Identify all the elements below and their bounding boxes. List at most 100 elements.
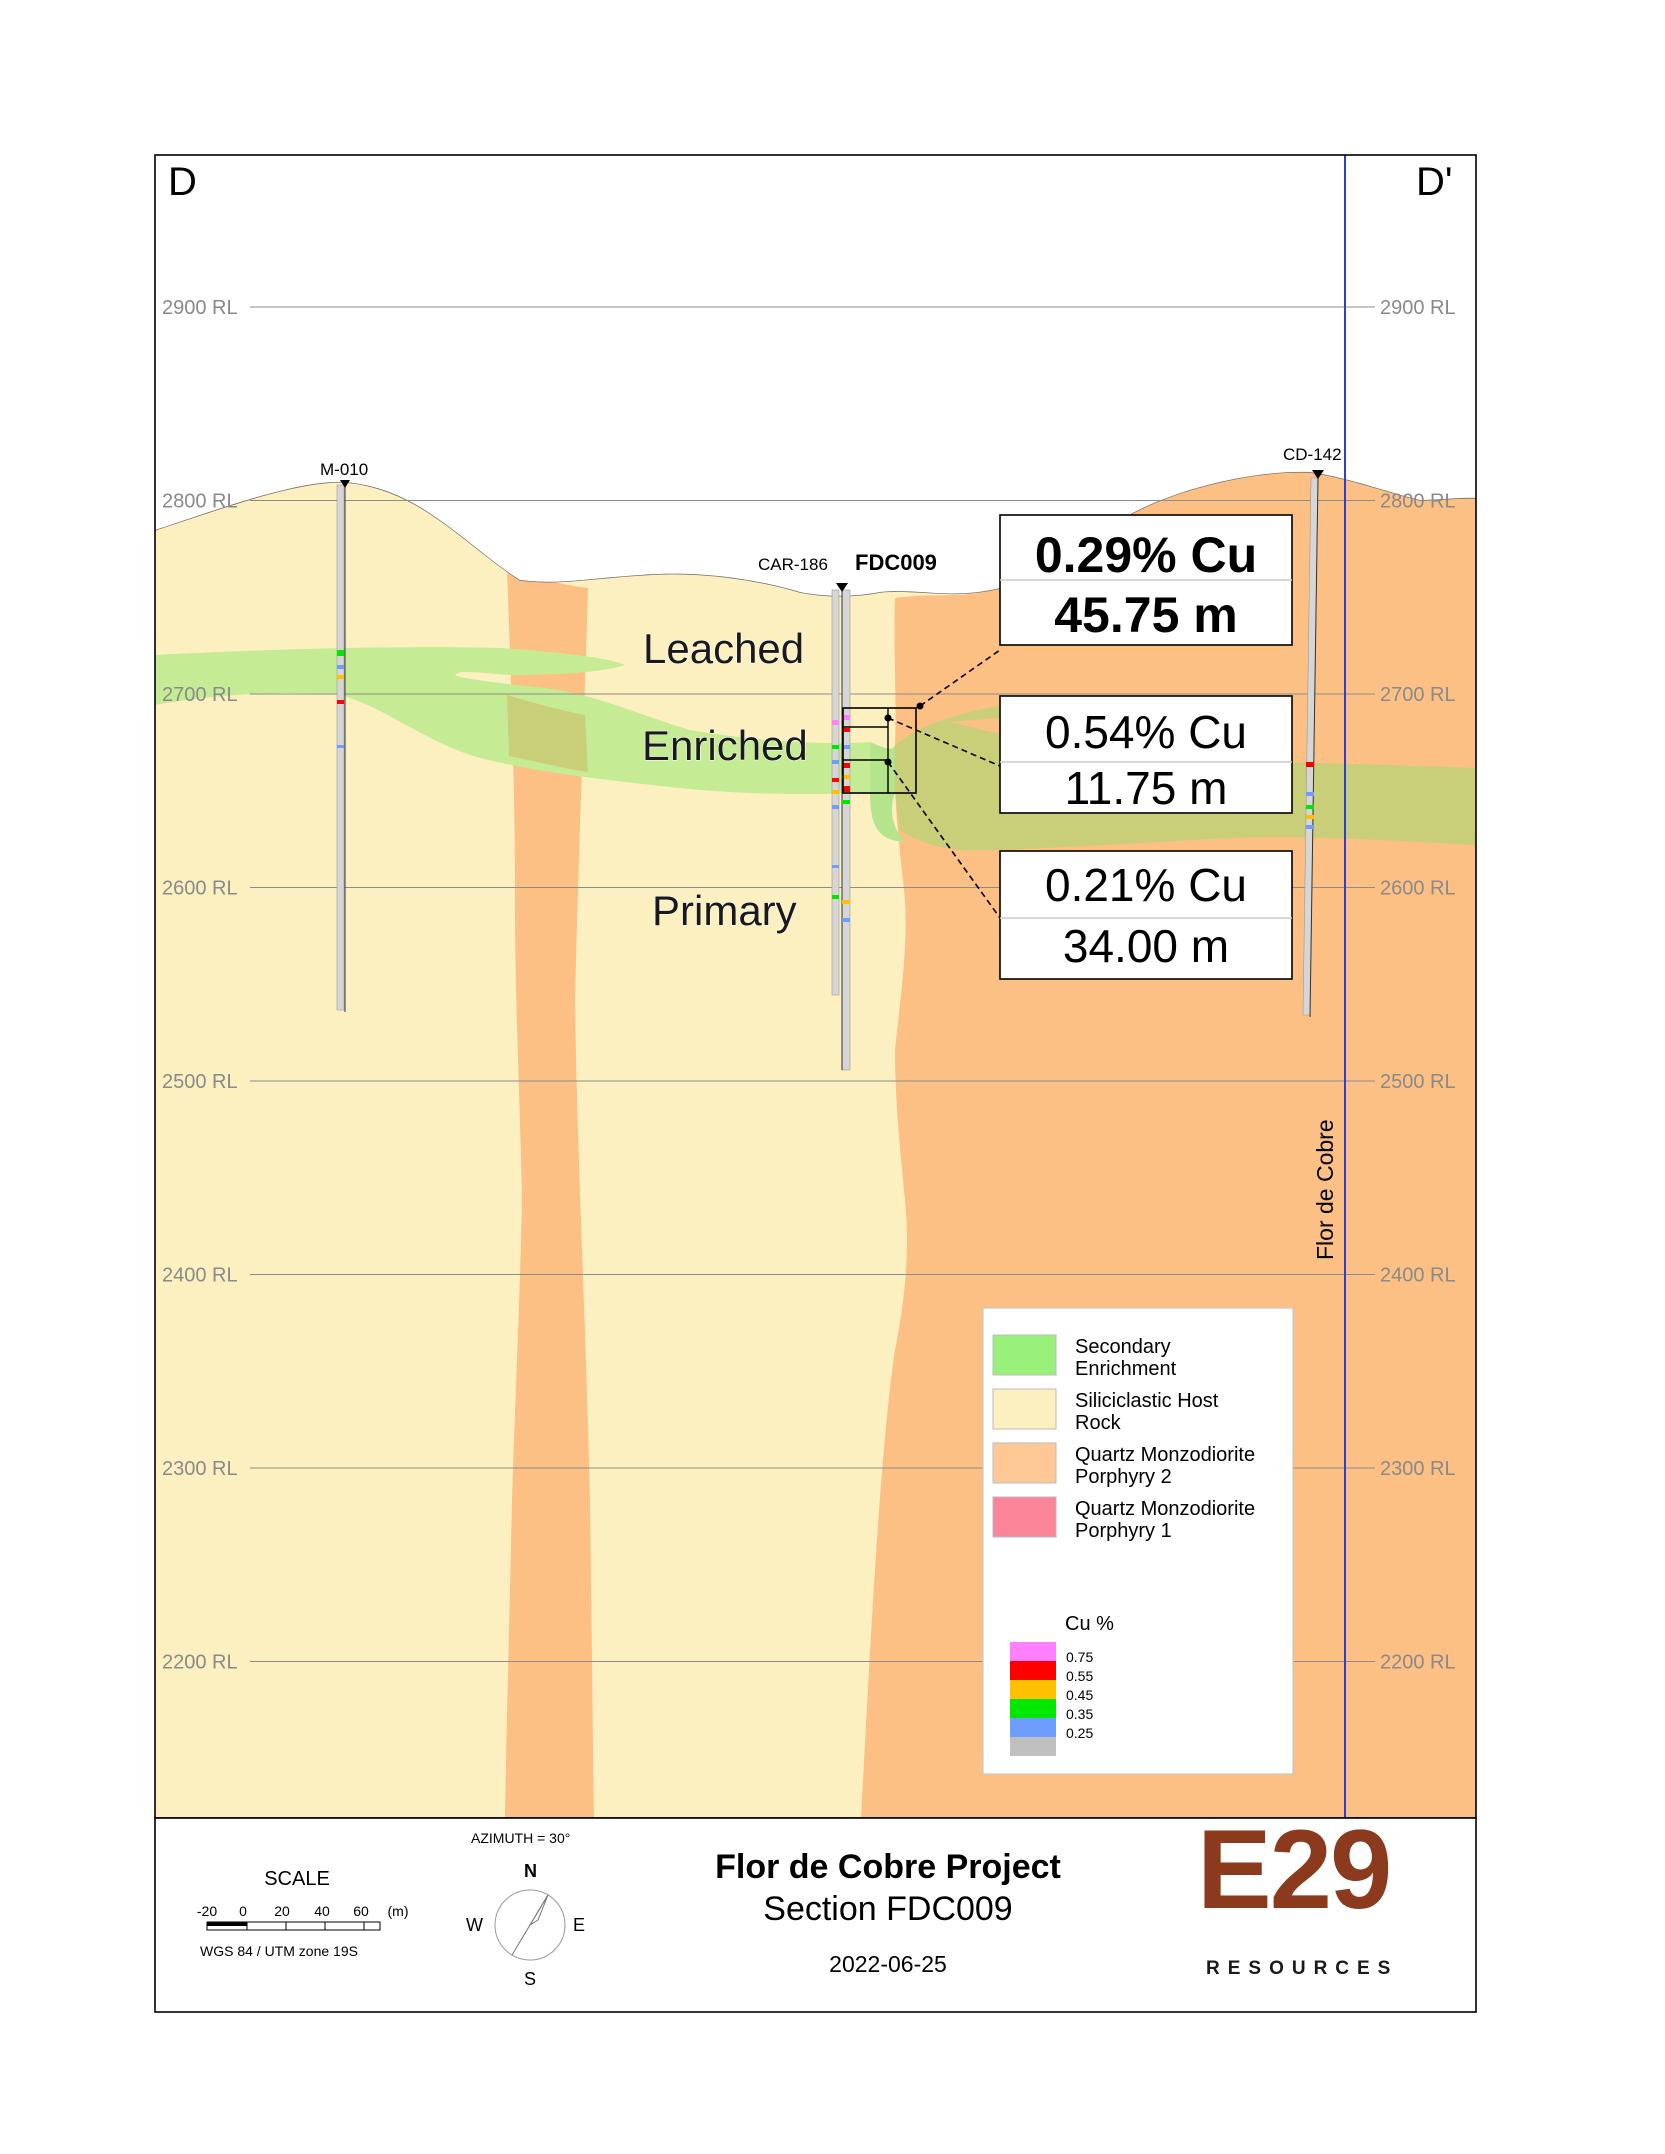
intercept-box-2[interactable]: 0.54% Cu 11.75 m: [999, 695, 1293, 814]
rl-label-left: 2600 RL: [162, 878, 238, 900]
section-label-left: D: [168, 160, 197, 204]
section-date: 2022-06-25: [829, 1951, 947, 1977]
projection-label: WGS 84 / UTM zone 19S: [200, 1943, 358, 1959]
cu-scale-value: 0.55: [1066, 1668, 1093, 1684]
intercept-box-1[interactable]: 0.29% Cu 45.75 m: [999, 514, 1293, 646]
leader-line: [919, 649, 1001, 707]
scale-title: SCALE: [264, 1868, 330, 1890]
compass-north: N: [524, 1861, 537, 1881]
legend-swatch: [992, 1442, 1057, 1484]
intercept-box-frame: [999, 695, 1293, 814]
cu-scale-swatch: [1010, 1680, 1056, 1699]
legend-label: Secondary: [1075, 1336, 1171, 1358]
cu-scale-value: 0.45: [1066, 1687, 1093, 1703]
intercept-length: 45.75 m: [1054, 587, 1237, 643]
azimuth-label: AZIMUTH = 30°: [471, 1830, 570, 1846]
legend-label: Quartz Monzodiorite: [1075, 1498, 1255, 1520]
logo-wordmark: E29: [1197, 1807, 1390, 1932]
cu-interval: [842, 800, 850, 804]
cu-scale-swatch: [1010, 1718, 1056, 1737]
cu-scale-value: 0.35: [1066, 1706, 1093, 1722]
scale-tick-label: 0: [239, 1903, 247, 1919]
zone-label-primary: Primary: [652, 887, 797, 934]
zone-label-leached: Leached: [643, 625, 804, 672]
cu-interval: [842, 775, 850, 779]
cu-interval: [1306, 792, 1314, 796]
rl-label-right: 2400 RL: [1380, 1265, 1456, 1287]
cu-interval: [832, 805, 839, 809]
rl-label-right: 2900 RL: [1380, 297, 1456, 319]
cu-interval: [842, 918, 850, 922]
drillhole-axis: [1309, 477, 1319, 1018]
rl-label-right: 2300 RL: [1380, 1458, 1456, 1480]
rl-grid: 2900 RL 2900 RL 2800 RL 2800 RL 2700 RL 2700 …: [162, 297, 1456, 1674]
cu-scale-swatch: [1010, 1642, 1056, 1661]
collar-marker-icon: [836, 583, 848, 592]
rl-label-left: 2900 RL: [162, 297, 238, 319]
logo-subtext: RESOURCES: [1206, 1958, 1398, 1979]
cu-interval: [842, 900, 850, 904]
cu-interval: [1306, 815, 1314, 819]
drillhole-car186[interactable]: CAR-186: [758, 555, 840, 996]
cu-scale-swatch: [1010, 1699, 1056, 1718]
cu-interval: [842, 715, 850, 720]
legend-swatch: [992, 1334, 1057, 1376]
cu-interval: [842, 763, 850, 768]
legend-label: Quartz Monzodiorite: [1075, 1444, 1255, 1466]
scale-tick-label: 40: [314, 1903, 330, 1919]
porphyry-2-dike: [505, 570, 594, 1818]
cu-interval: [832, 895, 839, 899]
intercept-box-3[interactable]: 0.21% Cu 34.00 m: [999, 850, 1293, 980]
leader-dot: [916, 702, 924, 710]
title-block: SCALE -20 0 20 40 60 (m) WGS 84 / UTM zone 19…: [154, 1807, 1477, 2013]
legend-label: Porphyry 2: [1075, 1466, 1172, 1488]
drillhole-label: FDC009: [855, 550, 937, 575]
rl-label-left: 2800 RL: [162, 491, 238, 513]
section-subtitle: Section FDC009: [763, 1890, 1012, 1928]
scale-tick-label: (m): [388, 1903, 409, 1919]
legend-swatch: [992, 1388, 1057, 1430]
rl-label-right: 2500 RL: [1380, 1071, 1456, 1093]
cu-interval: [842, 745, 850, 749]
drillhole-m010[interactable]: M-010: [320, 460, 368, 1012]
cu-interval: [832, 745, 839, 749]
leader-line: [887, 761, 1001, 919]
zone-label-enriched: Enriched: [642, 722, 808, 769]
intercept-leaders: [842, 649, 1001, 919]
drillhole-label: CAR-186: [758, 555, 828, 574]
cu-interval: [337, 665, 344, 669]
compass-south: S: [524, 1969, 536, 1989]
rl-label-left: 2700 RL: [162, 684, 238, 706]
compass-ring: [494, 1889, 566, 1961]
scale-bar-segment: [207, 1922, 247, 1926]
drillhole-cd142[interactable]: CD-142: [1283, 445, 1342, 1018]
scale-tick-label: 20: [274, 1903, 290, 1919]
cu-interval: [1306, 825, 1314, 829]
air-mask: [155, 155, 1476, 596]
compass-needle-tail: [511, 1894, 549, 1956]
legend-label: Siliciclastic Host: [1075, 1390, 1219, 1412]
rl-label-left: 2300 RL: [162, 1458, 238, 1480]
title-block-frame: [154, 1817, 1477, 2013]
drillhole-trace: [841, 589, 851, 1071]
rl-label-right: 2700 RL: [1380, 684, 1456, 706]
cu-interval: [832, 778, 839, 782]
drillhole-label: M-010: [320, 460, 368, 479]
scale-tick-label: 60: [353, 1903, 369, 1919]
rl-label-right: 2200 RL: [1380, 1652, 1456, 1674]
leader-dot: [884, 714, 892, 722]
scale-tick-labels: -20 0 20 40 60 (m): [197, 1903, 409, 1919]
compass-west: W: [466, 1915, 483, 1935]
cu-interval: [832, 865, 839, 868]
rl-label-right: 2800 RL: [1380, 491, 1456, 513]
cu-interval: [842, 728, 850, 732]
cu-scale-value: 0.75: [1066, 1649, 1093, 1665]
cu-scale-swatch: [1010, 1737, 1056, 1756]
intercept-box-frame: [999, 850, 1293, 980]
cu-interval: [337, 745, 344, 748]
legend-label: Porphyry 1: [1075, 1520, 1172, 1542]
drillhole-fdc009[interactable]: FDC009: [836, 550, 937, 1071]
cu-interval: [842, 786, 850, 792]
legend-label: Enrichment: [1075, 1358, 1177, 1380]
